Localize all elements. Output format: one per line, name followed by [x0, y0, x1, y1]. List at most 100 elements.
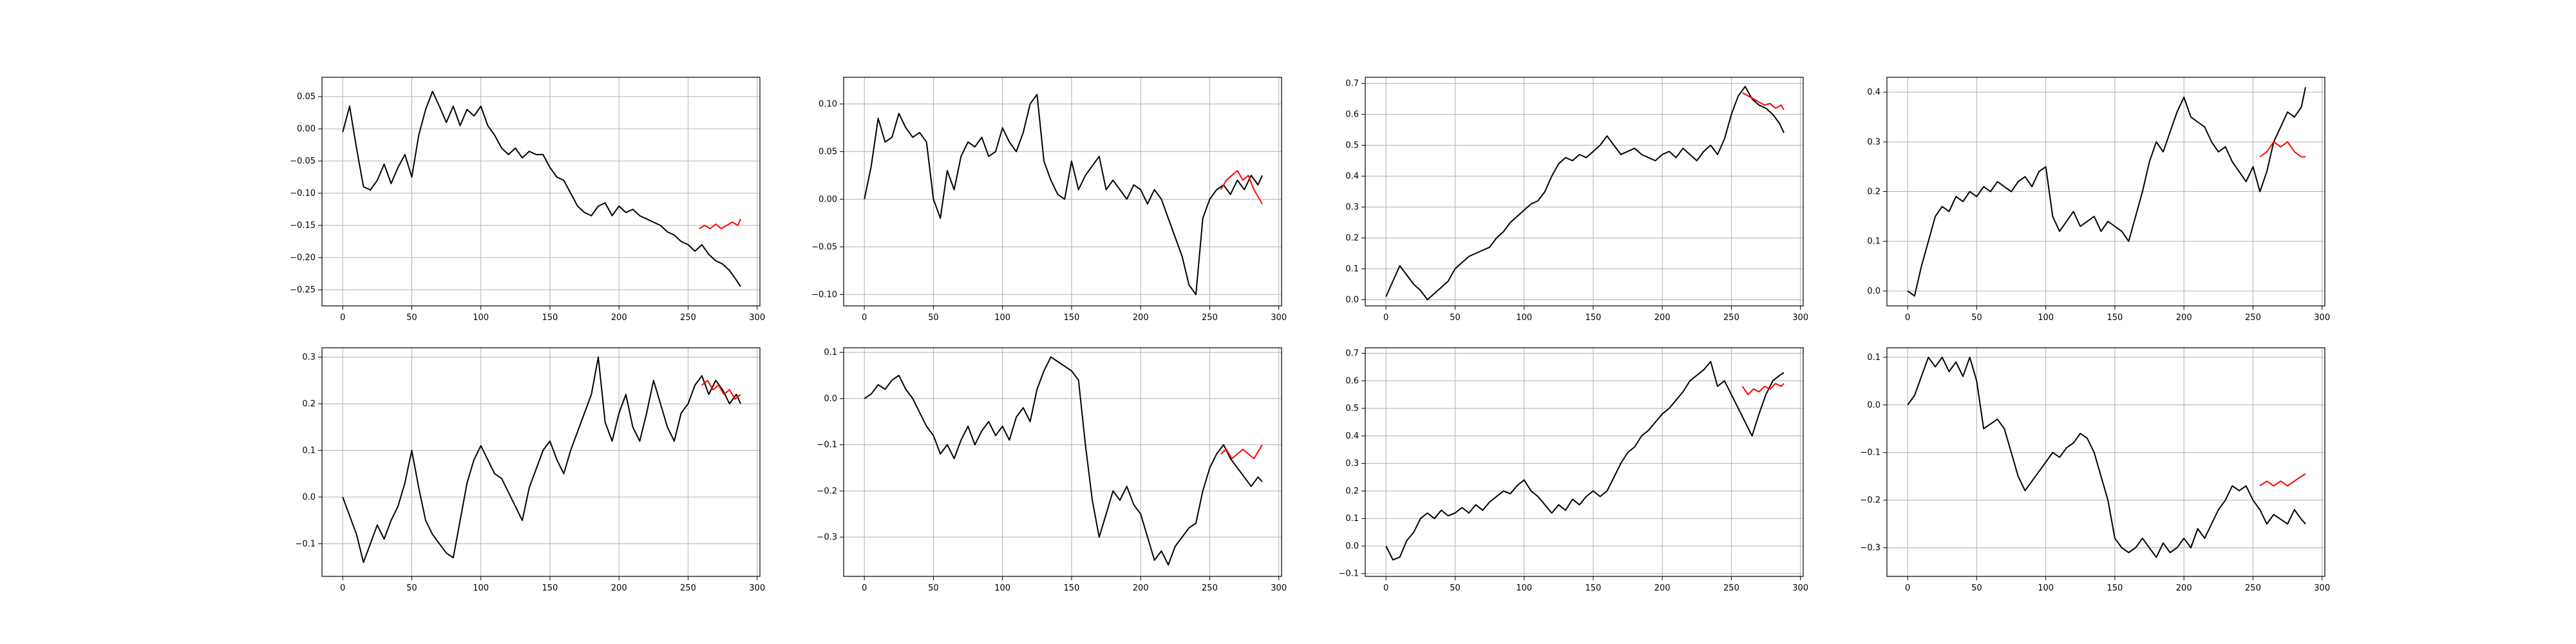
- x-tick-label: 300: [749, 313, 765, 323]
- y-tick-label: 0.1: [302, 446, 316, 455]
- y-tick-label: 0.0: [1345, 295, 1359, 305]
- x-tick-label: 250: [1202, 583, 1218, 593]
- series-line-actual: [1385, 361, 1785, 561]
- y-tick-label: −0.1: [817, 440, 837, 450]
- x-tick-label: 100: [1516, 583, 1532, 593]
- y-tick-label: 0.10: [819, 99, 837, 109]
- y-tick-label: −0.1: [1338, 569, 1359, 579]
- series-line-predicted: [2259, 141, 2306, 158]
- x-tick-label: 50: [1971, 313, 1982, 323]
- subplot-3: 0 50 100 150 200 250 300 0.0 0.1 0.2 0.3 0.4 0.5 0.6 0…: [1345, 77, 1808, 323]
- x-tick-label: 250: [680, 583, 696, 593]
- x-tick-label: 100: [473, 583, 489, 593]
- x-tick-label: 200: [611, 583, 627, 593]
- plot-frame: [843, 77, 1282, 307]
- plot-frame: [321, 347, 761, 577]
- x-tick-label: 100: [1516, 313, 1532, 323]
- x-tick-label: 50: [1971, 583, 1982, 593]
- y-tick-label: 0.0: [1345, 542, 1359, 551]
- x-tick-label: 150: [542, 313, 558, 323]
- y-tick-label: 0.0: [1867, 401, 1880, 410]
- x-tick-label: 0: [1383, 313, 1388, 323]
- y-tick-label: −0.2: [1860, 496, 1880, 506]
- subplot-2: 0 50 100 150 200 250 300 −0.10 −0.05 0.00 0.05 0.10: [811, 77, 1287, 323]
- x-tick-label: 100: [473, 313, 489, 323]
- y-tick-label: 0.1: [824, 348, 837, 357]
- x-tick-label: 200: [1654, 313, 1671, 323]
- x-tick-label: 300: [2314, 313, 2330, 323]
- y-tick-label: 0.2: [1345, 486, 1359, 496]
- x-tick-label: 300: [2314, 583, 2330, 593]
- x-tick-label: 300: [1792, 583, 1808, 593]
- y-tick-label: 0.4: [1345, 431, 1359, 441]
- subplot-7: 0 50 100 150 200 250 300 −0.1 0.0 0.1 0.2 0.3 0.4 0.5…: [1338, 347, 1808, 593]
- y-tick-label: −0.10: [811, 290, 837, 299]
- x-tick-label: 150: [542, 583, 558, 593]
- subplot-6: 0 50 100 150 200 250 300 −0.3 −0.2 −0.1 0.0 0.1: [817, 347, 1287, 593]
- x-tick-label: 250: [680, 313, 696, 323]
- x-tick-label: 250: [1202, 313, 1218, 323]
- series-line-predicted: [1220, 444, 1263, 460]
- x-tick-label: 150: [1064, 313, 1080, 323]
- series-line-predicted: [1741, 383, 1785, 395]
- y-tick-label: 0.3: [1345, 202, 1359, 212]
- series-line-actual: [342, 356, 741, 564]
- series-line-actual: [1385, 86, 1785, 301]
- x-tick-label: 200: [1133, 583, 1149, 593]
- x-tick-label: 0: [862, 313, 867, 323]
- plot-frame: [1365, 77, 1804, 307]
- subplot-8: 0 50 100 150 200 250 300 −0.3 −0.2 −0.1 0.0 0.1: [1860, 347, 2330, 593]
- plot-frame: [321, 77, 761, 307]
- y-tick-label: −0.25: [290, 285, 316, 295]
- x-tick-label: 150: [1586, 583, 1602, 593]
- x-tick-label: 200: [1654, 583, 1671, 593]
- x-tick-label: 50: [1450, 583, 1461, 593]
- y-tick-label: 0.6: [1345, 376, 1359, 386]
- x-tick-label: 300: [1271, 313, 1287, 323]
- x-tick-label: 200: [2176, 313, 2192, 323]
- series-line-actual: [342, 91, 741, 287]
- y-tick-label: 0.0: [1867, 287, 1880, 296]
- x-tick-label: 50: [1450, 313, 1461, 323]
- plot-frame: [843, 347, 1282, 577]
- x-tick-label: 50: [928, 313, 939, 323]
- x-tick-label: 250: [2245, 583, 2261, 593]
- y-tick-label: 0.6: [1345, 110, 1359, 120]
- y-tick-label: 0.4: [1867, 88, 1880, 97]
- y-tick-label: 0.7: [1345, 79, 1359, 89]
- y-tick-label: 0.2: [1867, 187, 1880, 197]
- subplot-4: 0 50 100 150 200 250 300 0.0 0.1 0.2 0.3 0.4: [1867, 77, 2330, 323]
- y-tick-label: 0.05: [297, 92, 316, 102]
- x-tick-label: 0: [1905, 583, 1910, 593]
- y-tick-label: 0.5: [1345, 404, 1359, 413]
- series-line-predicted: [2259, 473, 2306, 487]
- y-tick-label: 0.1: [1867, 237, 1880, 247]
- x-tick-label: 150: [2107, 583, 2123, 593]
- series-line-actual: [1907, 356, 2306, 558]
- y-tick-label: 0.3: [302, 352, 316, 362]
- y-tick-label: −0.05: [811, 242, 837, 252]
- y-tick-label: 0.0: [824, 394, 837, 404]
- series-line-actual: [864, 93, 1263, 296]
- x-tick-label: 150: [2107, 313, 2123, 323]
- x-tick-label: 100: [2038, 313, 2054, 323]
- subplot-1: 0 50 100 150 200 250 300 −0.25 −0.20 −0.15 −0.10 −0…: [290, 77, 765, 323]
- x-tick-label: 100: [994, 313, 1010, 323]
- y-tick-label: −0.10: [290, 189, 316, 198]
- series-line-predicted: [1742, 92, 1785, 110]
- x-tick-label: 250: [1723, 313, 1739, 323]
- x-tick-label: 200: [611, 313, 627, 323]
- x-tick-label: 100: [2038, 583, 2054, 593]
- x-tick-label: 0: [1383, 583, 1388, 593]
- series-line-actual: [1907, 87, 2306, 297]
- series-line-actual: [864, 356, 1263, 566]
- y-tick-label: 0.5: [1345, 141, 1359, 151]
- x-tick-label: 50: [406, 313, 417, 323]
- y-tick-label: 0.05: [819, 147, 837, 156]
- x-tick-label: 100: [994, 583, 1010, 593]
- series-line-predicted: [701, 379, 741, 400]
- x-tick-label: 150: [1064, 583, 1080, 593]
- series-line-predicted: [699, 218, 741, 229]
- x-tick-label: 150: [1586, 313, 1602, 323]
- x-tick-label: 0: [340, 313, 345, 323]
